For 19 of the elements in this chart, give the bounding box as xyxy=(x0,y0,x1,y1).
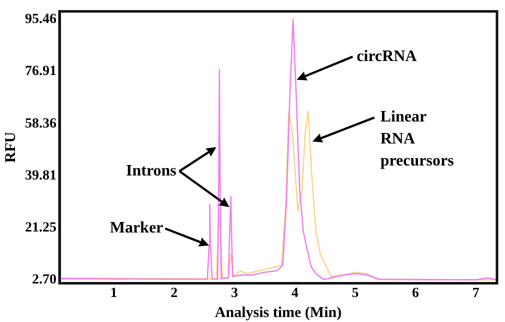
x-tick-label: 1 xyxy=(110,286,118,302)
y-tick-label: 76.91 xyxy=(25,64,56,80)
y-tick-label: 95.46 xyxy=(25,12,56,27)
y-axis-title: RFU xyxy=(2,132,19,163)
annotation: circRNA xyxy=(356,48,418,65)
y-tick-label: 21.25 xyxy=(25,220,56,236)
y-tick-label: 58.36 xyxy=(25,116,56,132)
annotation: Introns xyxy=(126,162,176,180)
annotation: Linear RNA precursors xyxy=(380,108,454,170)
x-tick-label: 5 xyxy=(352,286,359,302)
x-tick-label: 3 xyxy=(231,286,238,302)
x-tick-label: 2 xyxy=(170,286,178,302)
x-axis-title: Analysis time (Min) xyxy=(214,304,342,321)
x-tick-label: 7 xyxy=(472,286,480,302)
x-tick-label: 6 xyxy=(412,286,420,302)
annotation: Marker xyxy=(110,220,164,237)
y-tick-label: 39.81 xyxy=(25,168,56,184)
x-tick-label: 4 xyxy=(291,286,298,302)
y-tick-label: 2.70 xyxy=(32,272,56,288)
